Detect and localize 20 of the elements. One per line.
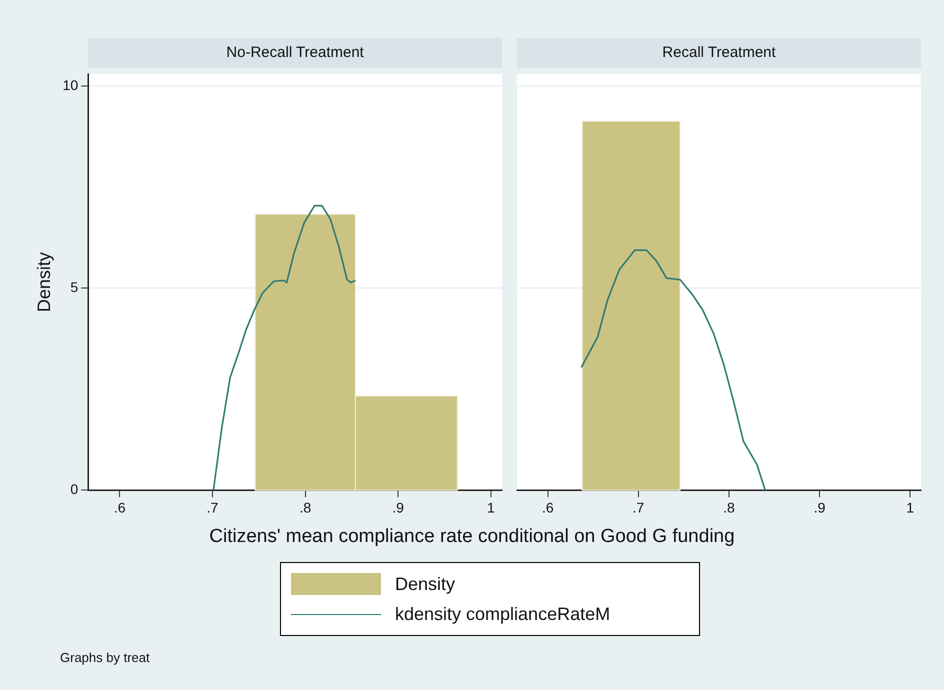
x-tick-label: .7 [206, 499, 219, 516]
x-tick-label: .8 [723, 499, 736, 516]
legend-label: kdensity complianceRateM [395, 604, 610, 624]
x-tick-label: .9 [814, 499, 826, 516]
x-tick-label: .7 [632, 499, 644, 516]
y-tick-label: 10 [62, 76, 78, 93]
y-axis-title: Density [34, 252, 54, 312]
x-tick-label: 1 [906, 499, 914, 516]
chart-title: Recall Treatment [517, 38, 921, 68]
legend-label: Density [395, 574, 456, 594]
x-axis-title: Citizens' mean compliance rate conditional on Good G funding [208, 526, 736, 548]
x-tick-label: .8 [299, 499, 312, 516]
y-tick-label: 5 [70, 279, 78, 296]
chart-title: No-Recall Treatment [88, 38, 502, 68]
text: Graphs by treat [60, 650, 150, 665]
x-tick-label: 1 [486, 499, 495, 516]
x-tick-label: .6 [114, 499, 126, 516]
y-tick-label: 0 [70, 481, 78, 498]
x-tick-label: .6 [542, 499, 554, 516]
x-tick-label: .9 [392, 499, 404, 516]
